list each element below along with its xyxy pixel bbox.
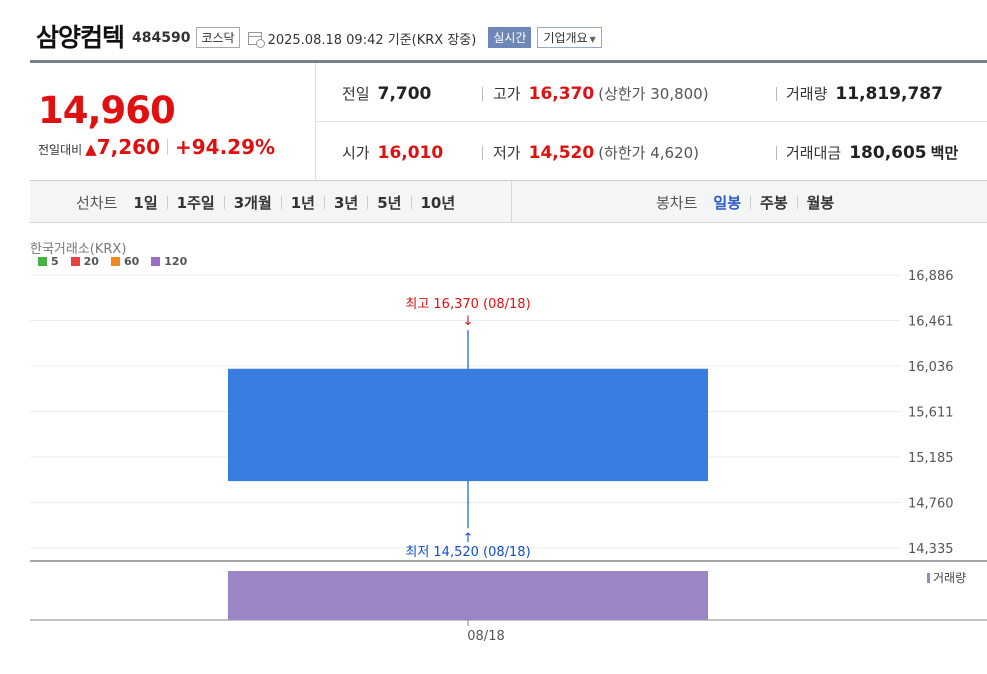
chevron-down-icon: ▼ xyxy=(589,35,596,44)
period-3m[interactable]: 3개월 xyxy=(233,194,272,212)
high-value: 16,370 xyxy=(528,84,595,104)
market-badge: 코스닥 xyxy=(196,27,240,48)
divider xyxy=(316,121,987,122)
up-arrow-icon: ↑ xyxy=(463,531,474,546)
legend-swatch xyxy=(70,257,80,266)
legend-item-ma120: 120 xyxy=(151,255,187,268)
amount-unit: 백만 xyxy=(930,144,959,162)
line-chart-periods: 선차트 1일 1주일 3개월 1년 3년 5년 10년 xyxy=(76,192,455,213)
period-5y[interactable]: 5년 xyxy=(377,194,402,212)
down-arrow-icon: ↓ xyxy=(463,314,474,329)
lower-limit: (하한가 4,620) xyxy=(598,144,700,162)
high-label: 고가 xyxy=(493,85,521,103)
divider xyxy=(776,146,777,160)
high-annotation: 최고 16,370 (08/18) xyxy=(405,297,530,312)
period-10y[interactable]: 10년 xyxy=(420,194,456,212)
low-price: 저가 14,520 (하한가 4,620) xyxy=(493,142,699,163)
divider xyxy=(223,196,225,209)
y-tick-label: 15,611 xyxy=(908,405,954,420)
y-tick-label: 14,760 xyxy=(908,497,954,512)
divider xyxy=(776,87,777,101)
ma-legend: 5 20 60 120 xyxy=(38,255,199,268)
chart-source-label: 한국거래소(KRX) xyxy=(30,242,127,257)
price-box: 14,960 전일대비 ▲ 7,260 +94.29% xyxy=(30,63,316,181)
divider xyxy=(482,146,483,160)
change-percent: +94.29% xyxy=(174,135,276,159)
low-annotation: 최저 14,520 (08/18) xyxy=(405,545,530,560)
divider xyxy=(482,87,483,101)
y-tick-label: 16,036 xyxy=(908,360,954,375)
amount-label: 거래대금 xyxy=(786,144,842,162)
high-price: 고가 16,370 (상한가 30,800) xyxy=(493,83,709,104)
legend-item-ma5: 5 xyxy=(38,255,59,268)
x-tick-label: 08/18 xyxy=(467,629,504,644)
legend-item-ma60: 60 xyxy=(110,255,140,268)
divider xyxy=(367,196,369,209)
divider xyxy=(750,196,752,209)
legend-swatch xyxy=(151,257,161,266)
line-chart-label: 선차트 xyxy=(76,194,118,212)
y-tick-label: 14,335 xyxy=(908,542,954,557)
legend-label: 120 xyxy=(164,255,188,268)
amount-value: 180,605 xyxy=(849,143,927,163)
candle-body xyxy=(228,368,708,482)
prev-close: 전일 7,700 xyxy=(342,83,431,104)
quote-datetime: 2025.08.18 09:42 기준(KRX 장중) xyxy=(267,32,477,48)
low-label: 저가 xyxy=(493,144,521,162)
divider xyxy=(410,196,412,209)
period-1w[interactable]: 1주일 xyxy=(176,194,215,212)
divider xyxy=(166,196,168,209)
stock-code: 484590 xyxy=(132,30,191,46)
current-price: 14,960 xyxy=(38,89,176,132)
change-value: 7,260 xyxy=(96,135,160,159)
volume-value: 11,819,787 xyxy=(835,84,943,104)
calendar-icon xyxy=(247,31,265,48)
period-weekly[interactable]: 주봉 xyxy=(760,194,788,212)
divider xyxy=(280,196,282,209)
period-1d[interactable]: 1일 xyxy=(133,194,158,212)
trade-amount: 거래대금 180,605 백만 xyxy=(786,142,958,163)
price-change: 전일대비 ▲ 7,260 +94.29% xyxy=(38,135,275,159)
divider xyxy=(166,139,168,155)
change-label: 전일대비 xyxy=(38,143,83,157)
divider xyxy=(324,196,325,209)
period-3y[interactable]: 3년 xyxy=(334,194,359,212)
upper-limit: (상한가 30,800) xyxy=(598,85,709,103)
open-label: 시가 xyxy=(342,144,370,162)
stock-name: 삼양컴텍 xyxy=(36,23,125,52)
legend-swatch xyxy=(110,257,120,266)
y-tick-label: 16,461 xyxy=(908,314,954,329)
y-tick-label: 15,185 xyxy=(908,451,954,466)
quote-summary: 14,960 전일대비 ▲ 7,260 +94.29% 전일 7,700 고가 … xyxy=(30,60,987,181)
candle-chart-label: 봉차트 xyxy=(656,194,698,212)
y-tick-label: 16,886 xyxy=(908,269,954,284)
period-daily[interactable]: 일봉 xyxy=(713,194,742,212)
legend-label: 5 xyxy=(51,255,59,268)
open-value: 16,010 xyxy=(377,143,444,163)
legend-label: 20 xyxy=(83,255,99,268)
legend-label: 60 xyxy=(123,255,140,268)
prev-close-label: 전일 xyxy=(342,85,370,103)
chart-period-bar: 선차트 1일 1주일 3개월 1년 3년 5년 10년 봉차트 일봉 주봉 월봉 xyxy=(30,181,987,223)
realtime-button[interactable]: 실시간 xyxy=(488,27,532,48)
volume: 거래량 11,819,787 xyxy=(786,83,943,104)
candle-chart-periods: 봉차트 일봉 주봉 월봉 xyxy=(656,192,834,213)
volume-bar xyxy=(228,571,708,620)
stock-header: 삼양컴텍 484590 코스닥 2025.08.18 09:42 기준(KRX … xyxy=(36,18,602,54)
company-info-label: 기업개요 xyxy=(543,31,588,45)
volume-legend-label: 거래량 xyxy=(933,571,966,585)
open-price: 시가 16,010 xyxy=(342,142,443,163)
divider xyxy=(796,196,798,209)
legend-item-ma20: 20 xyxy=(70,255,99,268)
legend-swatch xyxy=(38,257,47,266)
volume-label: 거래량 xyxy=(786,85,828,103)
low-value: 14,520 xyxy=(528,143,595,163)
up-arrow-icon: ▲ xyxy=(85,140,97,158)
divider xyxy=(511,181,512,222)
period-1y[interactable]: 1년 xyxy=(290,194,315,212)
prev-close-value: 7,700 xyxy=(377,84,432,104)
company-info-dropdown[interactable]: 기업개요 ▼ xyxy=(537,27,602,48)
volume-legend-swatch xyxy=(927,573,930,583)
period-monthly[interactable]: 월봉 xyxy=(806,194,835,212)
